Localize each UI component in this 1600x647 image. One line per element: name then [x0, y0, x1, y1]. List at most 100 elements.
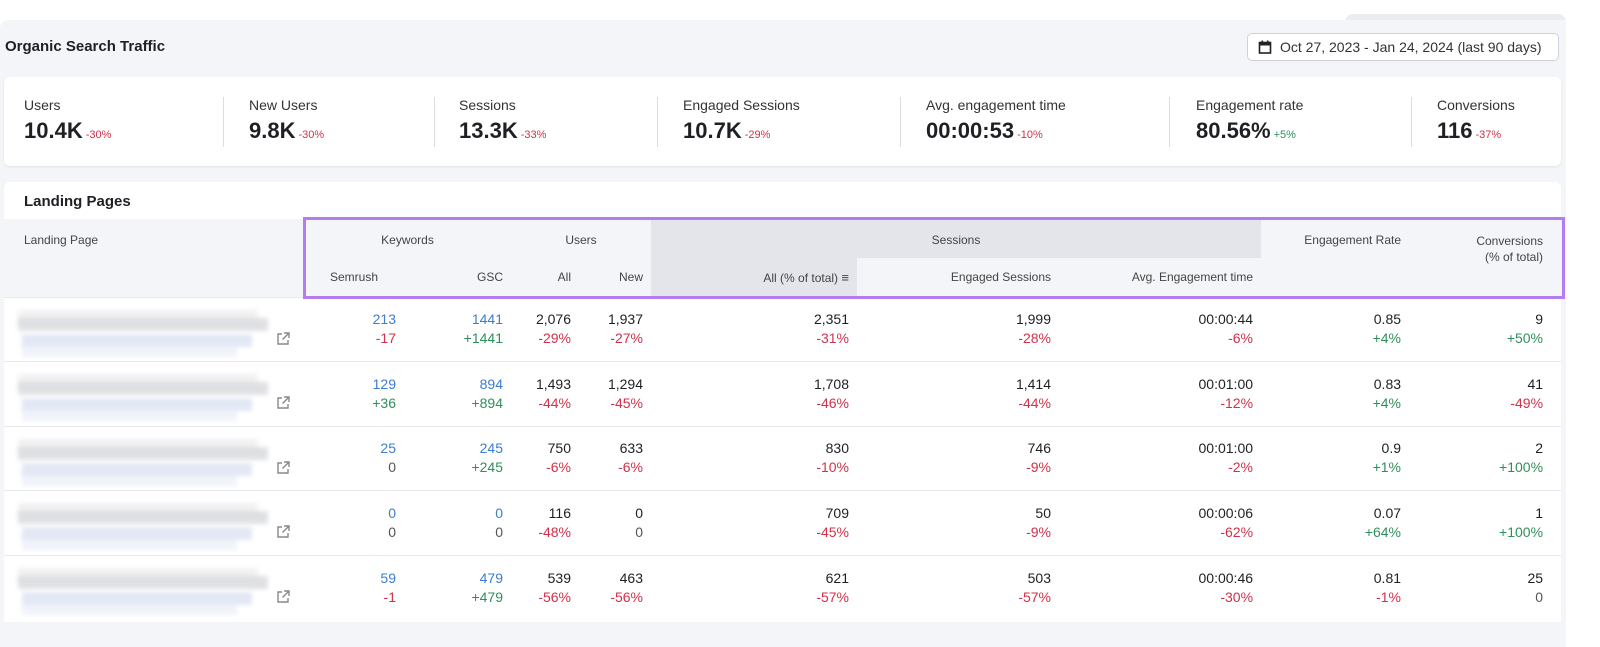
- calendar-icon: [1258, 40, 1272, 54]
- semrush-change: 0: [388, 459, 396, 476]
- cell-semrush[interactable]: 213 -17: [304, 296, 404, 362]
- metric-number: 80.56%: [1196, 118, 1271, 143]
- external-link-icon[interactable]: [276, 331, 290, 346]
- metric-avg-engagement-time: Avg. engagement time 00:00:53 -10%: [926, 97, 1066, 144]
- all-value: 750: [547, 440, 571, 457]
- cell-new: 633 -6%: [579, 425, 651, 491]
- metric-sessions: Sessions 13.3K -33%: [459, 97, 546, 144]
- metric-label: Engagement rate: [1196, 97, 1304, 113]
- sessions-change: -10%: [816, 459, 849, 476]
- gsc-change: +894: [471, 394, 503, 411]
- gsc-change: +479: [471, 588, 503, 605]
- gsc-value: 1441: [471, 311, 503, 328]
- cell-avg: 00:01:00 -12%: [1059, 361, 1262, 426]
- conv-change: +100%: [1499, 523, 1544, 540]
- date-range-button[interactable]: Oct 27, 2023 - Jan 24, 2024 (last 90 day…: [1247, 33, 1559, 61]
- engaged-value: 50: [1035, 504, 1051, 521]
- sessions-value: 621: [825, 569, 849, 586]
- header-sessions-all[interactable]: All (% of total) ≡: [651, 258, 857, 297]
- conv-value: 1: [1535, 504, 1544, 521]
- sessions-change: -46%: [816, 394, 849, 411]
- header-keywords: Keywords: [304, 219, 511, 258]
- semrush-value: 59: [380, 569, 396, 586]
- cell-engaged: 746 -9%: [857, 425, 1059, 491]
- avg-value: 00:01:00: [1198, 375, 1254, 392]
- all-value: 539: [547, 569, 571, 586]
- er-change: +1%: [1372, 459, 1402, 476]
- sessions-value: 1,708: [813, 375, 849, 392]
- metric-change: -33%: [520, 129, 547, 141]
- cell-er: 0.9 +1%: [1261, 425, 1410, 491]
- er-change: +4%: [1372, 394, 1402, 411]
- sessions-change: -57%: [816, 588, 849, 605]
- metric-label: Engaged Sessions: [683, 97, 800, 113]
- avg-change: -6%: [1228, 330, 1254, 347]
- metric-value: 10.4K -30%: [24, 118, 111, 144]
- er-value: 0.81: [1373, 569, 1402, 586]
- cell-gsc[interactable]: 894 +894: [404, 361, 511, 426]
- conv-change: +50%: [1506, 330, 1544, 347]
- cell-engaged: 50 -9%: [857, 490, 1059, 555]
- landing-page-cell[interactable]: [4, 490, 304, 555]
- avg-value: 00:00:06: [1198, 504, 1254, 521]
- external-link-icon[interactable]: [276, 396, 290, 410]
- metric-change: -30%: [298, 129, 325, 141]
- external-link-icon[interactable]: [276, 460, 290, 475]
- header-landing-page: Landing Page: [4, 219, 304, 297]
- metric-number: 9.8K: [249, 118, 296, 143]
- header-engagement-rate[interactable]: Engagement Rate: [1261, 219, 1410, 297]
- cell-all: 116 -48%: [511, 490, 579, 555]
- cell-gsc[interactable]: 245 +245: [404, 425, 511, 491]
- cell-sessions: 1,708 -46%: [651, 361, 857, 426]
- metric-number: 13.3K: [459, 118, 518, 143]
- header-engaged-sessions[interactable]: Engaged Sessions: [857, 258, 1059, 297]
- header-semrush[interactable]: Semrush: [304, 258, 404, 297]
- gsc-value: 0: [495, 504, 503, 521]
- metric-label: New Users: [249, 97, 318, 113]
- gsc-value: 479: [479, 569, 503, 586]
- conv-value: 9: [1535, 311, 1544, 328]
- sort-icon[interactable]: ≡: [841, 269, 849, 285]
- header-conversions[interactable]: Conversions (% of total): [1409, 219, 1562, 297]
- cell-conv: 41 -49%: [1409, 361, 1562, 426]
- cell-sessions: 709 -45%: [651, 490, 857, 555]
- cell-all: 750 -6%: [511, 425, 579, 491]
- semrush-change: 0: [388, 523, 396, 540]
- header-users-all[interactable]: All: [511, 258, 579, 297]
- landing-page-cell[interactable]: [4, 554, 304, 620]
- cell-gsc[interactable]: 1441 +1441: [404, 296, 511, 362]
- table-row: 59 -1 479 +479 539 -56% 463 -56% 621 -57% 503 -57% 0…: [4, 554, 1562, 620]
- cell-gsc[interactable]: 479 +479: [404, 554, 511, 620]
- landing-pages-title: Landing Pages: [24, 193, 131, 210]
- header-avg-engagement-time[interactable]: Avg. Engagement time: [1059, 258, 1262, 297]
- landing-page-cell[interactable]: [4, 361, 304, 426]
- external-link-icon[interactable]: [276, 525, 290, 539]
- er-change: +4%: [1372, 330, 1402, 347]
- er-change: -1%: [1376, 588, 1402, 605]
- gsc-value: 245: [479, 440, 503, 457]
- cell-semrush[interactable]: 129 +36: [304, 361, 404, 426]
- table-row: 129 +36 894 +894 1,493 -44% 1,294 -45% 1,708 -46%…: [4, 361, 1562, 426]
- table-row: 213 -17 1441 +1441 2,076 -29% 1,937 -27% 2,351 -3…: [4, 296, 1562, 362]
- landing-page-cell[interactable]: [4, 296, 304, 362]
- header-users-new[interactable]: New: [579, 258, 651, 297]
- cell-engaged: 1,999 -28%: [857, 296, 1059, 362]
- tab-hint: [1345, 14, 1566, 22]
- cell-all: 1,493 -44%: [511, 361, 579, 426]
- landing-page-cell[interactable]: [4, 425, 304, 491]
- cell-semrush[interactable]: 59 -1: [304, 554, 404, 620]
- engaged-value: 503: [1027, 569, 1051, 586]
- cell-sessions: 621 -57%: [651, 554, 857, 620]
- header-gsc[interactable]: GSC: [404, 258, 511, 297]
- conv-value: 25: [1527, 569, 1544, 586]
- cell-engaged: 1,414 -44%: [857, 361, 1059, 426]
- cell-semrush[interactable]: 25 0: [304, 425, 404, 491]
- avg-value: 00:00:44: [1198, 311, 1254, 328]
- all-change: -48%: [538, 523, 571, 540]
- cell-er: 0.81 -1%: [1261, 554, 1410, 620]
- gsc-change: +245: [471, 459, 503, 476]
- external-link-icon[interactable]: [276, 589, 290, 604]
